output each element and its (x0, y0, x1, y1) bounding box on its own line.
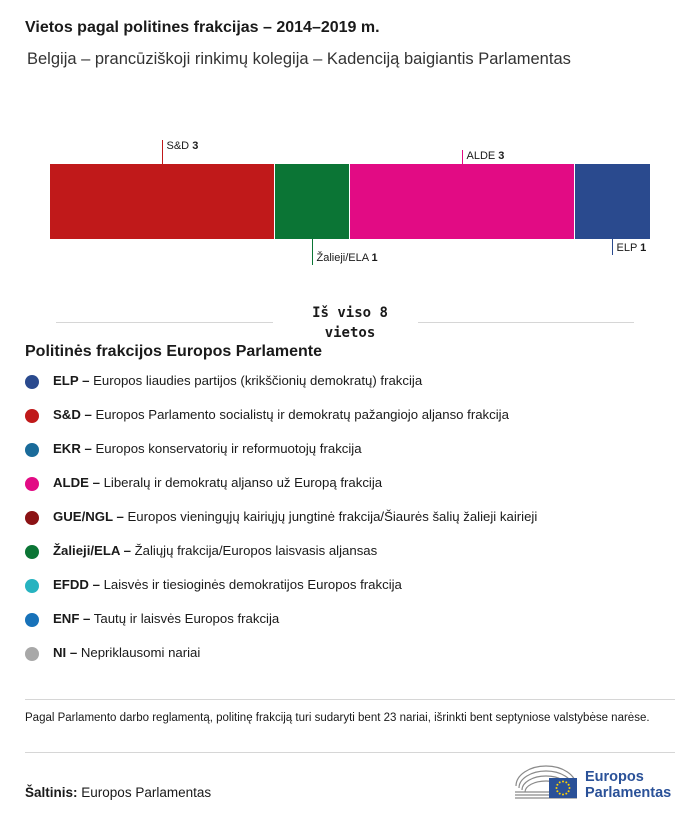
legend-dot-icon (25, 477, 39, 491)
legend-label: NI – Nepriklausomi nariai (53, 645, 200, 660)
seat-bar-chart: S&D 3 Žalieji/ELA 1 ALDE 3 ELP 1 (50, 140, 650, 265)
legend-desc: Europos liaudies partijos (krikščionių d… (89, 373, 423, 388)
segment-label: S&D 3 (167, 140, 199, 152)
segment-name: ELP (617, 242, 641, 254)
legend-item: EKR – Europos konservatorių ir reformuot… (25, 438, 685, 472)
legend-abbr: Žalieji/ELA – (53, 543, 131, 558)
legend-item: ELP – Europos liaudies partijos (krikšči… (25, 370, 685, 404)
legend-dot-icon (25, 613, 39, 627)
legend-label: EKR – Europos konservatorių ir reformuot… (53, 441, 362, 456)
segment-label: ALDE 3 (467, 150, 505, 162)
legend-abbr: NI – (53, 645, 78, 660)
legend-dot-icon (25, 545, 39, 559)
legend-dot-icon (25, 647, 39, 661)
legend-abbr: EFDD – (53, 577, 100, 592)
legend-desc: Nepriklausomi nariai (77, 645, 201, 660)
bar-segment (50, 164, 274, 239)
legend-item: Žalieji/ELA – Žaliųjų frakcija/Europos l… (25, 540, 685, 574)
legend-item: ENF – Tautų ir laisvės Europos frakcija (25, 608, 685, 642)
legend-label: ENF – Tautų ir laisvės Europos frakcija (53, 611, 279, 626)
segment-label: ELP 1 (617, 242, 647, 254)
legend-abbr: GUE/NGL – (53, 509, 124, 524)
legend-abbr: ELP – (53, 373, 90, 388)
segment-value: 3 (498, 150, 504, 162)
source-line: Šaltinis: Europos Parlamentas (25, 785, 211, 800)
legend-label: EFDD – Laisvės ir tiesioginės demokratij… (53, 577, 402, 592)
legend-dot-icon (25, 443, 39, 457)
bar-segment (575, 164, 650, 239)
legend-desc: Europos Parlamento socialistų ir demokra… (91, 407, 509, 422)
segment-name: ALDE (467, 150, 499, 162)
legend-label: GUE/NGL – Europos vieningųjų kairiųjų ju… (53, 509, 537, 524)
legend-label: Žalieji/ELA – Žaliųjų frakcija/Europos l… (53, 543, 377, 558)
legend-desc: Laisvės ir tiesioginės demokratijos Euro… (99, 577, 402, 592)
legend-item: NI – Nepriklausomi nariai (25, 642, 685, 676)
legend-abbr: ALDE – (53, 475, 100, 490)
legend-dot-icon (25, 375, 39, 389)
european-parliament-logo-icon (515, 765, 577, 799)
chart-title: Vietos pagal politines frakcijas – 2014–… (25, 19, 380, 36)
segment-value: 3 (192, 140, 198, 152)
total-divider-left (56, 322, 273, 323)
chart-subtitle: Belgija – prancūziškoji rinkimų kolegija… (27, 50, 571, 68)
segment-name: Žalieji/ELA (317, 251, 372, 264)
legend-item: EFDD – Laisvės ir tiesioginės demokratij… (25, 574, 685, 608)
legend-item: ALDE – Liberalų ir demokratų aljanso už … (25, 472, 685, 506)
legend: ELP – Europos liaudies partijos (krikšči… (25, 370, 685, 676)
footer-divider (25, 752, 675, 753)
total-label-line: Iš viso 8 (312, 305, 388, 321)
legend-abbr: EKR – (53, 441, 92, 456)
total-divider-right (418, 322, 634, 323)
logo-line-1: Europos (585, 769, 644, 785)
total-label-line: vietos (324, 325, 376, 341)
footnote: Pagal Parlamento darbo reglamentą, polit… (25, 712, 650, 724)
bar-segment (350, 164, 574, 239)
legend-desc: Tautų ir laisvės Europos frakcija (90, 611, 280, 626)
logo-wordmark: Europos Parlamentas (585, 769, 671, 801)
segment-label: Žalieji/ELA 1 (317, 251, 378, 264)
bar-segment (275, 164, 349, 239)
legend-item: GUE/NGL – Europos vieningųjų kairiųjų ju… (25, 506, 685, 540)
legend-dot-icon (25, 511, 39, 525)
segment-name: S&D (167, 140, 193, 152)
legend-desc: Europos konservatorių ir reformuotojų fr… (91, 441, 362, 456)
source-value: Europos Parlamentas (81, 785, 212, 800)
legend-label: S&D – Europos Parlamento socialistų ir d… (53, 407, 509, 422)
legend-abbr: ENF – (53, 611, 91, 626)
segment-value: 1 (640, 242, 646, 254)
segment-value: 1 (372, 252, 378, 264)
legend-dot-icon (25, 409, 39, 423)
legend-item: S&D – Europos Parlamento socialistų ir d… (25, 404, 685, 438)
logo-line-2: Parlamentas (585, 785, 672, 801)
legend-desc: Europos vieningųjų kairiųjų jungtinė fra… (123, 509, 538, 524)
legend-dot-icon (25, 579, 39, 593)
legend-desc: Žaliųjų frakcija/Europos laisvasis aljan… (130, 543, 378, 558)
total-seats-label: Iš viso 8 vietos (285, 303, 415, 343)
legend-label: ALDE – Liberalų ir demokratų aljanso už … (53, 475, 382, 490)
legend-abbr: S&D – (53, 407, 92, 422)
legend-label: ELP – Europos liaudies partijos (krikšči… (53, 373, 422, 388)
legend-title: Politinės frakcijos Europos Parlamente (25, 343, 322, 360)
footer-divider (25, 699, 675, 700)
legend-desc: Liberalų ir demokratų aljanso už Europą … (99, 475, 383, 490)
source-label: Šaltinis: (25, 785, 78, 800)
